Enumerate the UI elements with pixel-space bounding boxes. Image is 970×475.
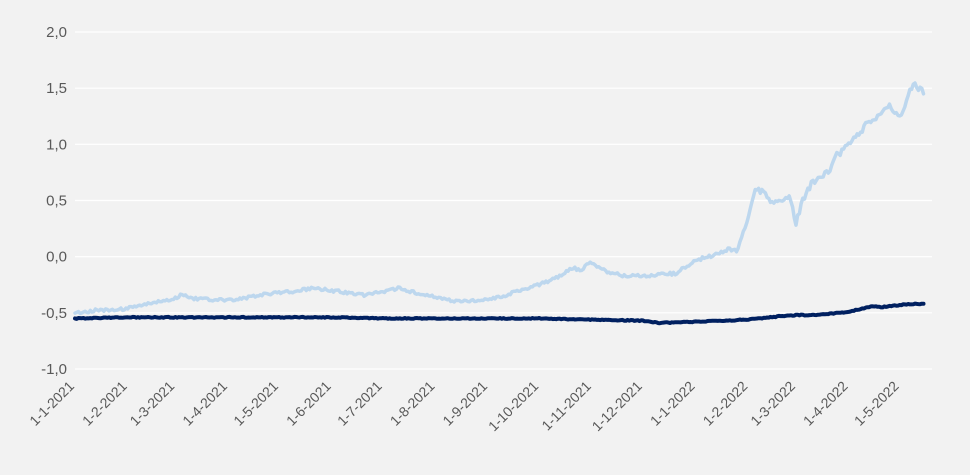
y-tick-label: 1,5	[46, 80, 67, 97]
series-line-2	[73, 301, 926, 326]
y-tick-label: 0,5	[46, 193, 67, 210]
y-tick-label: -1,0	[41, 361, 67, 378]
gridlines	[75, 31, 932, 370]
series-line-1	[73, 81, 926, 316]
y-tick-label: 0,0	[46, 249, 67, 266]
series-lines	[73, 81, 926, 326]
y-tick-label: -0,5	[41, 305, 67, 322]
y-tick-label: 2,0	[46, 24, 67, 41]
y-axis: -1,0 -0,5 0,0 0,5 1,0 1,5 2,0	[41, 24, 67, 378]
y-tick-label: 1,0	[46, 136, 67, 153]
